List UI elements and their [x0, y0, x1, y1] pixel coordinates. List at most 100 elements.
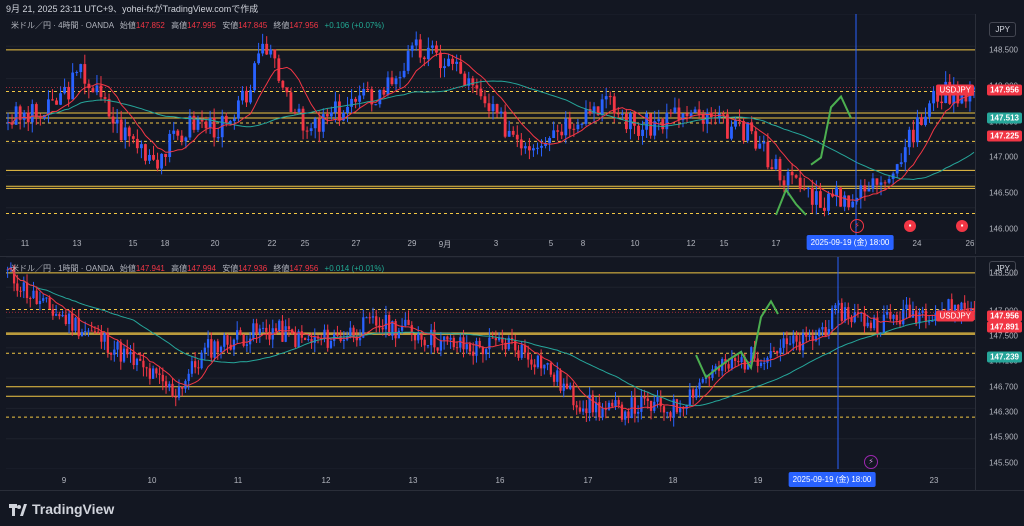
candle-body: [485, 349, 488, 355]
chart-pane-1h[interactable]: 米ドル／円 · 1時間 · OANDA 始値147.941 高値147.994 …: [0, 256, 1024, 491]
candles-svg-4h[interactable]: [6, 14, 976, 240]
candle-body: [772, 351, 776, 353]
candle-body: [895, 314, 898, 321]
moving-average-slow: [7, 80, 975, 180]
candle-body: [129, 351, 132, 355]
candle-body: [746, 122, 750, 141]
candle-body: [59, 93, 62, 105]
candle-body: [560, 131, 564, 136]
candles-svg-1h[interactable]: [6, 257, 976, 469]
candle-body: [527, 352, 530, 360]
candle-body: [827, 329, 831, 336]
time-tick-label: 8: [580, 239, 586, 248]
candle-body: [350, 98, 353, 107]
candle-body: [689, 112, 693, 117]
candle-body: [507, 130, 511, 137]
candle-body: [26, 112, 30, 123]
candle-body: [212, 117, 216, 138]
candle-body: [806, 187, 810, 190]
candle-body: [608, 96, 612, 98]
candle-body: [921, 310, 924, 313]
price-chart-4h[interactable]: [6, 14, 976, 254]
candle-body: [717, 113, 721, 119]
candle-body: [856, 312, 860, 314]
candle-body: [176, 130, 180, 136]
candle-body: [99, 85, 103, 98]
candle-body: [106, 333, 109, 353]
candle-body: [242, 334, 245, 346]
candle-body: [447, 58, 450, 67]
candle-body: [863, 312, 866, 327]
candle-body: [575, 405, 578, 408]
candle-body: [742, 121, 746, 141]
candle-body: [435, 45, 438, 53]
event-flash-icon[interactable]: ⚡: [850, 219, 864, 233]
candle-body: [924, 116, 927, 125]
candle-body: [321, 114, 325, 132]
time-tick-label: 13: [408, 476, 418, 485]
price-tick-label: 148.500: [989, 268, 1018, 278]
candle-body: [336, 334, 339, 336]
candle-body: [329, 340, 333, 348]
candle-body: [289, 92, 293, 112]
candle-body: [873, 317, 876, 329]
time-axis-4h[interactable]: 11 13 15 18 20 22 25 27 29 9月 3 5 8 10 12 15 17 24 26: [0, 236, 976, 252]
candle-body: [766, 141, 770, 168]
candle-body: [241, 90, 244, 101]
candle-body: [523, 146, 527, 149]
candle-body: [317, 118, 321, 132]
candle-body: [87, 83, 91, 89]
candle-body: [659, 397, 662, 407]
candle-body: [730, 126, 733, 139]
candle-body: [552, 374, 556, 382]
candle-body: [465, 344, 468, 350]
candle-body: [903, 147, 907, 163]
candle-body: [612, 96, 616, 114]
event-flag-us-icon[interactable]: ▪: [956, 220, 968, 232]
candle-body: [843, 195, 847, 207]
time-axis-1h[interactable]: 9 10 11 12 13 16 17 18 19 23: [0, 473, 976, 489]
candle-body: [430, 329, 433, 346]
legend-close: 147.956: [289, 21, 319, 30]
candle-body: [539, 355, 543, 369]
candle-body: [197, 367, 200, 369]
candle-body: [236, 330, 239, 340]
candle-body: [928, 103, 931, 117]
chart-pane-4h[interactable]: 米ドル／円 · 4時間 · OANDA 始値147.852 高値147.995 …: [0, 14, 1024, 254]
currency-button-1h[interactable]: JPY: [989, 261, 1016, 276]
candle-body: [152, 154, 155, 160]
candle-body: [472, 351, 475, 356]
candle-body: [468, 344, 472, 352]
currency-button-4h[interactable]: JPY: [989, 22, 1016, 37]
time-tick-label: 10: [630, 239, 640, 248]
candle-body: [381, 327, 384, 330]
candle-body: [600, 99, 604, 115]
candle-body: [269, 49, 273, 55]
candle-body: [855, 197, 859, 202]
time-tick-label: 3: [493, 239, 499, 248]
candle-body: [740, 357, 743, 363]
candle-body: [805, 333, 808, 337]
candle-body: [940, 101, 944, 104]
event-flag-us-icon[interactable]: ▪: [904, 220, 916, 232]
price-axis-1h[interactable]: JPY 148.500147.900147.500147.100146.7001…: [975, 257, 1024, 491]
candle-body: [91, 88, 95, 93]
event-flash-icon[interactable]: ⚡: [864, 455, 878, 469]
candle-body: [187, 373, 190, 381]
candle-body: [643, 396, 646, 399]
price-chart-1h[interactable]: [6, 257, 976, 491]
candle-body: [417, 333, 420, 341]
candle-body: [863, 185, 867, 192]
candle-body: [362, 88, 366, 96]
tradingview-logo[interactable]: TradingView: [9, 501, 114, 517]
candle-body: [135, 358, 139, 366]
candle-body: [126, 348, 129, 355]
candle-body: [656, 397, 659, 402]
candle-body: [203, 347, 206, 353]
candle-body: [495, 104, 499, 114]
candle-body: [358, 337, 362, 341]
candle-body: [779, 347, 782, 354]
candle-body: [814, 191, 818, 205]
candle-body: [346, 106, 349, 113]
time-tick-label: 11: [20, 239, 30, 248]
